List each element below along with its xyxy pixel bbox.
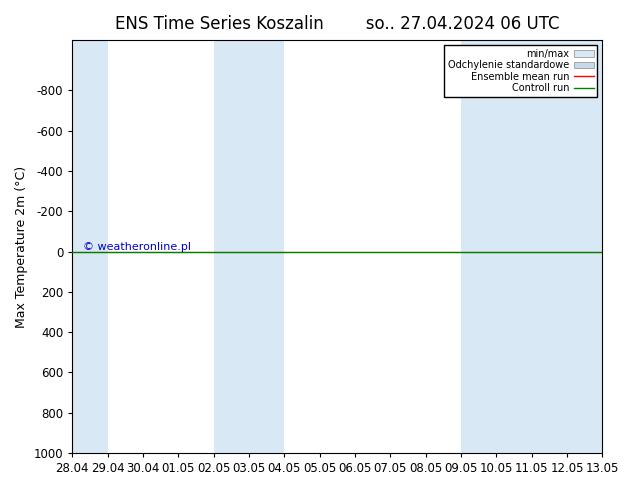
Title: ENS Time Series Koszalin        so.. 27.04.2024 06 UTC: ENS Time Series Koszalin so.. 27.04.2024… — [115, 15, 560, 33]
Bar — [214, 40, 284, 453]
Legend: min/max, Odchylenie standardowe, Ensemble mean run, Controll run: min/max, Odchylenie standardowe, Ensembl… — [444, 45, 597, 97]
Bar — [461, 40, 602, 453]
Y-axis label: Max Temperature 2m (°C): Max Temperature 2m (°C) — [15, 166, 28, 328]
Text: © weatheronline.pl: © weatheronline.pl — [83, 242, 191, 251]
Bar — [72, 40, 108, 453]
